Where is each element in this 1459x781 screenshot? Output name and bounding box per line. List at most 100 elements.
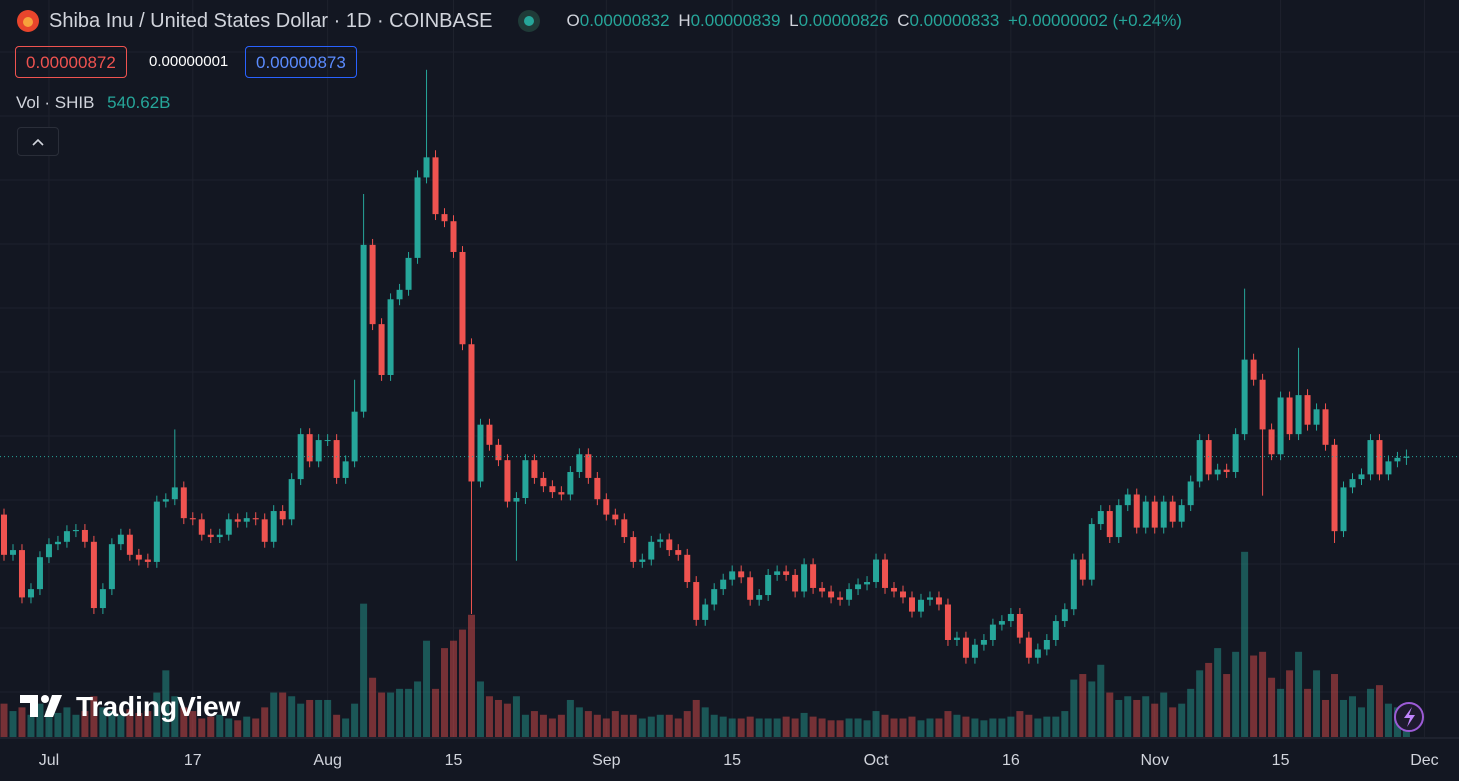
x-tick-label: 17: [184, 752, 202, 769]
volume-pane: [0, 551, 1410, 737]
volume-bar: [1366, 688, 1374, 737]
volume-bar: [189, 711, 197, 737]
volume-bar: [1025, 714, 1033, 737]
volume-bar: [369, 677, 377, 737]
volume-bar: [414, 681, 422, 737]
volume-bar: [360, 603, 368, 737]
candle-body: [989, 624, 996, 640]
candle-body: [288, 479, 295, 520]
volume-bar: [99, 707, 107, 737]
candle-body: [675, 550, 682, 555]
candle-body: [1403, 456, 1410, 458]
candle-body: [351, 411, 358, 462]
spread: 0.00000001: [149, 53, 229, 70]
volume-bar: [90, 696, 98, 737]
candle-body: [576, 454, 583, 473]
candle-body: [1205, 440, 1212, 475]
candle-body: [423, 157, 430, 178]
candle-body: [387, 299, 394, 376]
candle-body: [369, 244, 376, 325]
volume-bar: [746, 716, 754, 737]
candle-body: [1313, 409, 1320, 425]
x-tick-label: Oct: [864, 752, 889, 769]
ohlc: O0.00000832 H0.00000839 L0.00000826 C0.0…: [567, 11, 1182, 31]
volume-bar: [935, 718, 943, 737]
candle-body: [207, 534, 214, 538]
volume-title: Vol · SHIB: [16, 93, 95, 112]
candle-body: [441, 214, 448, 222]
candle-body: [459, 251, 466, 345]
volume-bar: [342, 718, 350, 737]
volume-bar: [530, 711, 538, 737]
volume-bar: [728, 718, 736, 737]
chevron-icon: [32, 138, 44, 146]
volume-bar: [1124, 696, 1132, 737]
volume-bar: [234, 720, 242, 737]
candle-body: [1007, 613, 1014, 622]
legend-header: Shiba Inu / United States Dollar · 1D · …: [16, 9, 1182, 33]
volume-bar: [593, 714, 601, 737]
volume-bar: [908, 716, 916, 737]
candle-body: [495, 444, 502, 461]
candle-body: [1295, 395, 1302, 435]
volume-bar: [1070, 679, 1078, 737]
volume-bar: [521, 714, 529, 737]
buy-button[interactable]: 0.00000873: [245, 46, 357, 78]
volume-bar: [674, 718, 682, 737]
candle-body: [1142, 501, 1149, 528]
volume-bar: [764, 718, 772, 737]
candle-body: [126, 534, 133, 555]
candle-body: [405, 257, 412, 290]
candle-body: [1160, 501, 1167, 528]
collapse-button[interactable]: [17, 127, 59, 156]
volume-bar: [647, 716, 655, 737]
candle-body: [1034, 649, 1041, 658]
candle-body: [342, 461, 349, 478]
candle-body: [333, 440, 340, 478]
volume-bar: [980, 720, 988, 737]
volume-bar: [1151, 703, 1159, 737]
volume-bar: [1178, 703, 1186, 737]
candle-body: [917, 599, 924, 612]
ohlc-value: 0.00000826: [798, 11, 889, 30]
candle-body: [378, 324, 385, 376]
volume-bar: [306, 699, 314, 737]
candle-body: [477, 424, 484, 482]
volume-bar: [1268, 677, 1276, 737]
candle-body: [693, 582, 700, 620]
volume-bar: [432, 688, 440, 737]
candle-body: [1340, 487, 1347, 532]
volume-bar: [315, 699, 323, 737]
candle-body: [18, 550, 25, 598]
volume-bar: [665, 714, 673, 737]
volume-bar: [135, 712, 143, 737]
candle-body: [198, 519, 205, 535]
candle-body: [1304, 395, 1311, 425]
volume-bar: [944, 711, 952, 737]
volume-bar: [1007, 716, 1015, 737]
volume-bar: [1223, 674, 1231, 737]
volume-bar: [1295, 651, 1303, 737]
volume-bar: [171, 696, 179, 737]
candle-body: [1322, 409, 1329, 445]
candle-body: [36, 557, 43, 590]
candle-body: [279, 511, 286, 520]
candle-body: [1277, 397, 1284, 455]
candle-body: [63, 531, 70, 542]
volume-bar: [467, 614, 475, 737]
volume-bar: [1304, 688, 1312, 737]
candle-body: [953, 637, 960, 640]
lightning-button[interactable]: [1394, 702, 1424, 732]
sell-button[interactable]: 0.00000872: [15, 46, 127, 78]
ohlc-label: L: [789, 11, 799, 30]
volume-bar: [566, 699, 574, 737]
candle-body: [1115, 505, 1122, 538]
candle-body: [27, 589, 34, 598]
volume-bar: [1357, 707, 1365, 737]
logo-text: TradingView: [76, 691, 241, 722]
candle-body: [270, 511, 277, 542]
volume-bar: [63, 707, 71, 737]
candle-body: [864, 582, 871, 585]
volume-bar: [108, 711, 116, 737]
volume-bar: [1115, 699, 1123, 737]
